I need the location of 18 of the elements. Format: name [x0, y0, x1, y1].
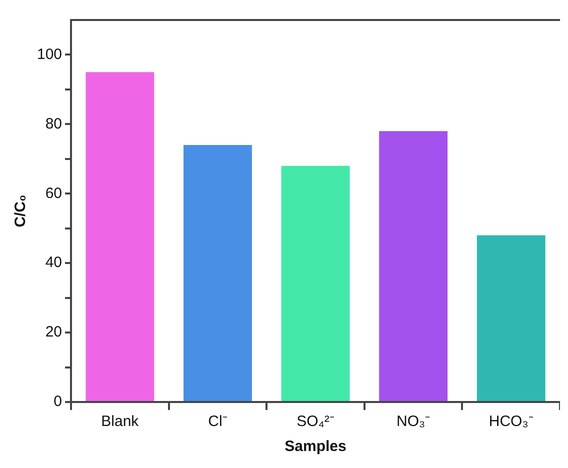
y-tick-label: 0 [54, 393, 62, 410]
y-tick-label: 40 [45, 254, 62, 272]
y-tick-label: 60 [45, 184, 62, 202]
x-axis-title: Samples [284, 438, 346, 456]
x-tick-label: SO₄²⁻ [296, 413, 334, 430]
y-tick-label: 80 [45, 115, 62, 132]
x-tick-label: Cl⁻ [208, 413, 228, 430]
y-axis-title: C/C₀ [12, 194, 30, 228]
x-tick-label: HCO₃⁻ [488, 413, 534, 430]
x-tick-label: Blank [101, 413, 140, 430]
bar [281, 166, 350, 401]
bar [379, 131, 448, 401]
bar [476, 235, 546, 401]
bar [183, 145, 252, 401]
bar [86, 72, 154, 401]
y-tick-label: 20 [45, 324, 62, 341]
y-tick-label: 100 [36, 46, 62, 63]
x-tick-label: NO₃⁻ [396, 413, 430, 430]
